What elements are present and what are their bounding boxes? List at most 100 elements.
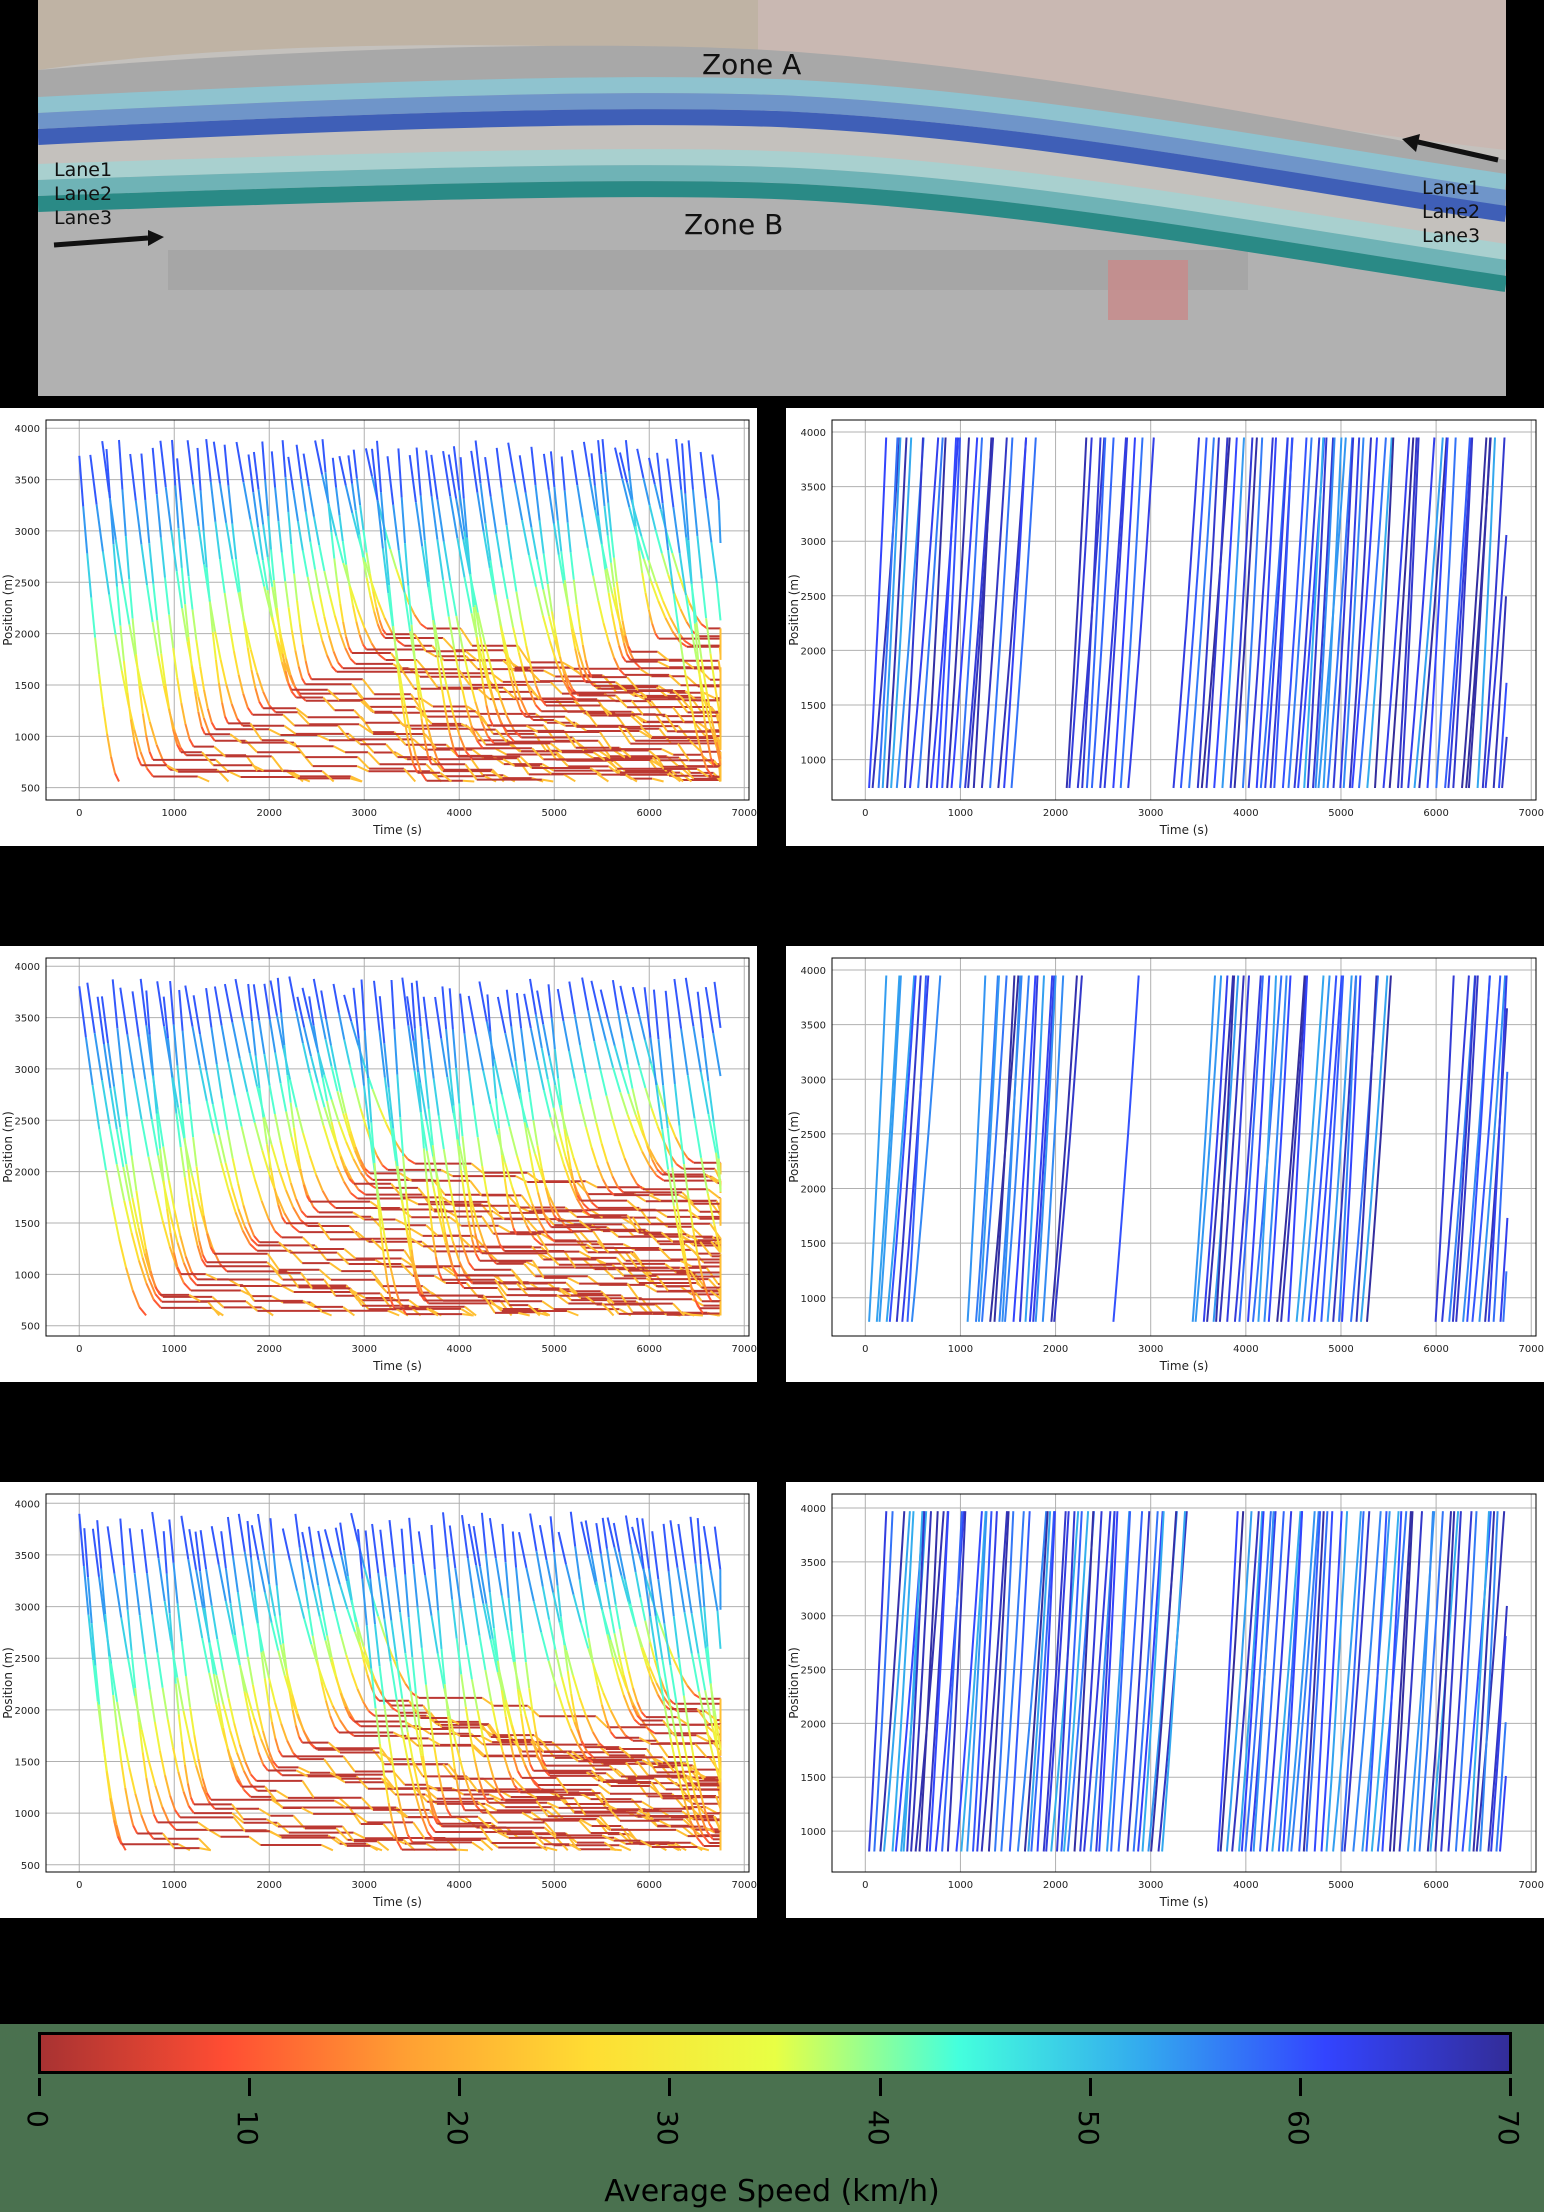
colorbar-tick-label: 0 [21, 2110, 54, 2128]
y-tick-label: 1500 [801, 1239, 826, 1250]
x-tick-label: 1000 [162, 1344, 187, 1355]
y-tick-label: 3000 [801, 537, 826, 548]
vehicle-trajectories [868, 437, 1508, 789]
x-tick-label: 7000 [1519, 808, 1544, 819]
vehicle-trajectories [78, 438, 722, 783]
x-tick-label: 7000 [732, 1880, 757, 1891]
y-tick-label: 3500 [15, 476, 40, 487]
y-tick-label: 3500 [801, 1021, 826, 1032]
x-tick-label: 6000 [637, 808, 662, 819]
y-tick-label: 3500 [801, 483, 826, 494]
y-tick-label: 2000 [15, 1706, 40, 1717]
lane2-label: Lane2 [54, 183, 113, 205]
y-tick-label: 2000 [15, 630, 40, 641]
vehicle-trajectories [78, 1511, 722, 1852]
zone-b-lanes [38, 149, 1506, 292]
x-tick-label: 2000 [257, 1344, 282, 1355]
y-tick-label: 2500 [801, 592, 826, 603]
y-tick-label: 1000 [15, 1809, 40, 1820]
x-tick-label: 1000 [948, 1344, 973, 1355]
plot-frame [45, 1493, 750, 1873]
x-tick-label: 0 [862, 1344, 868, 1355]
x-tick-label: 5000 [542, 808, 567, 819]
y-tick-label: 4000 [15, 424, 40, 435]
vehicle-trajectories [868, 1511, 1508, 1852]
x-tick-label: 2000 [257, 1880, 282, 1891]
y-tick-label: 2000 [15, 1168, 40, 1179]
colorbar-tick-label: 60 [1281, 2110, 1315, 2146]
x-tick-label: 6000 [637, 1344, 662, 1355]
colorbar-tick-mark [248, 2078, 252, 2096]
y-tick-label: 2000 [801, 1185, 826, 1196]
y-tick-label: 4000 [801, 966, 826, 977]
colorbar-tick-label: 50 [1071, 2110, 1105, 2146]
lane1-label: Lane1 [54, 159, 113, 181]
chart-zone-b-lane3: 0 1000 2000 3000 4000 5000 6000 7000 500 1000 1500… [0, 1482, 757, 1918]
y-axis-label: Position (m) [1, 1111, 15, 1183]
x-tick-label: 1000 [162, 808, 187, 819]
colorbar-title: Average Speed (km/h) [604, 2174, 940, 2209]
x-tick-label: 1000 [948, 1880, 973, 1891]
x-tick-label: 5000 [542, 1344, 567, 1355]
x-tick-label: 1000 [948, 808, 973, 819]
x-tick-label: 3000 [352, 1880, 377, 1891]
x-tick-label: 5000 [1328, 1344, 1353, 1355]
y-tick-label: 4000 [15, 962, 40, 973]
x-tick-label: 2000 [257, 808, 282, 819]
y-tick-label: 1500 [15, 1219, 40, 1230]
trajectory-plot: 0 1000 2000 3000 4000 5000 6000 7000 500 1000 1500… [1, 957, 757, 1373]
colorbar-tick-label: 10 [231, 2110, 265, 2146]
trajectory-plot: 0 1000 2000 3000 4000 5000 6000 7000 500 1000 1500… [1, 419, 757, 837]
x-tick-label: 6000 [637, 1880, 662, 1891]
chart-zone-b-lane2: 0 1000 2000 3000 4000 5000 6000 7000 500 1000 1500… [0, 946, 757, 1382]
colorbar-tick-mark [1088, 2078, 1092, 2096]
trajectory-plot: 0 1000 2000 3000 4000 5000 6000 7000 500 1000 1500… [1, 1493, 757, 1909]
colorbar-legend: 0 10 20 30 40 50 60 70 Average Speed (km/h) [0, 2024, 1544, 2212]
x-tick-label: 5000 [1328, 808, 1353, 819]
x-tick-label: 7000 [732, 1344, 757, 1355]
y-tick-label: 3500 [801, 1558, 826, 1569]
x-tick-label: 7000 [1519, 1344, 1544, 1355]
x-tick-label: 2000 [1043, 808, 1068, 819]
x-tick-label: 5000 [542, 1880, 567, 1891]
y-axis-label: Position (m) [1, 574, 15, 646]
lane-labels-right: Lane1 Lane2 Lane3 [1422, 176, 1480, 248]
x-tick-label: 2000 [1043, 1344, 1068, 1355]
y-tick-label: 2500 [15, 578, 40, 589]
y-tick-label: 500 [21, 1322, 40, 1333]
y-tick-label: 4000 [15, 1499, 40, 1510]
lane3-label: Lane3 [54, 207, 113, 229]
y-tick-label: 3000 [801, 1075, 826, 1086]
plot-frame [831, 419, 1537, 801]
y-tick-label: 1500 [801, 1773, 826, 1784]
x-tick-label: 1000 [162, 1880, 187, 1891]
x-tick-label: 0 [76, 1880, 82, 1891]
y-tick-label: 1000 [801, 1294, 826, 1305]
x-axis-label: Time (s) [372, 1895, 422, 1909]
colorbar-tick-mark [878, 2078, 882, 2096]
x-tick-label: 4000 [1233, 1880, 1258, 1891]
chart-zone-a-lane2: 0 1000 2000 3000 4000 5000 6000 7000 1000 1500 200… [786, 946, 1544, 1382]
x-tick-label: 0 [76, 808, 82, 819]
chart-zone-a-lane1: 0 1000 2000 3000 4000 5000 6000 7000 1000 1500 200… [786, 408, 1544, 846]
y-tick-label: 1000 [15, 732, 40, 743]
x-axis-label: Time (s) [372, 823, 422, 837]
colorbar-tick-label: 30 [651, 2110, 685, 2146]
trajectory-plot: 0 1000 2000 3000 4000 5000 6000 7000 1000 1500 200… [787, 957, 1544, 1373]
aerial-map-graphic [38, 0, 1506, 396]
trajectory-plot: 0 1000 2000 3000 4000 5000 6000 7000 1000 1500 200… [787, 419, 1544, 837]
y-tick-label: 1500 [15, 1757, 40, 1768]
x-tick-label: 7000 [1519, 1880, 1544, 1891]
aerial-road-image: Zone A Zone B Lane1 Lane2 Lane3 Lane1 La… [38, 0, 1506, 396]
x-tick-label: 3000 [1138, 1880, 1163, 1891]
x-tick-label: 6000 [1423, 1344, 1448, 1355]
lane-labels-left: Lane1 Lane2 Lane3 [54, 158, 112, 230]
x-tick-label: 0 [76, 1344, 82, 1355]
y-tick-label: 1500 [15, 681, 40, 692]
y-tick-label: 2500 [15, 1654, 40, 1665]
x-tick-label: 4000 [447, 808, 472, 819]
y-axis-label: Position (m) [1, 1647, 15, 1719]
plot-frame [45, 419, 750, 801]
y-tick-label: 500 [21, 1861, 40, 1872]
y-tick-label: 3000 [15, 1065, 40, 1076]
